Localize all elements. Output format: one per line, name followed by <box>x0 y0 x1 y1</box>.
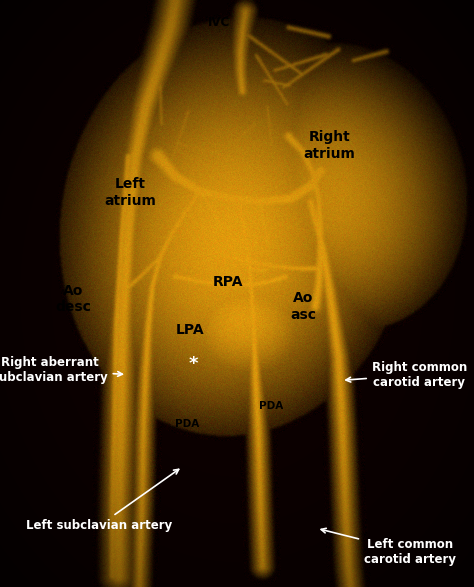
Text: RPA: RPA <box>212 275 243 289</box>
Text: Left common
carotid artery: Left common carotid artery <box>321 528 456 566</box>
Text: LPA: LPA <box>175 323 204 337</box>
Text: PDA: PDA <box>175 419 200 429</box>
Text: Right aberrant
subclavian artery: Right aberrant subclavian artery <box>0 356 122 384</box>
Text: PDA: PDA <box>259 401 283 411</box>
Text: Right common
carotid artery: Right common carotid artery <box>346 360 467 389</box>
Text: IVC: IVC <box>208 16 230 29</box>
Text: *: * <box>189 355 198 373</box>
Text: Left
atrium: Left atrium <box>104 177 156 208</box>
Text: Right
atrium: Right atrium <box>303 130 356 161</box>
Text: Ao
desc: Ao desc <box>55 284 91 315</box>
Text: Left subclavian artery: Left subclavian artery <box>27 470 179 532</box>
Text: Ao
asc: Ao asc <box>291 291 316 322</box>
